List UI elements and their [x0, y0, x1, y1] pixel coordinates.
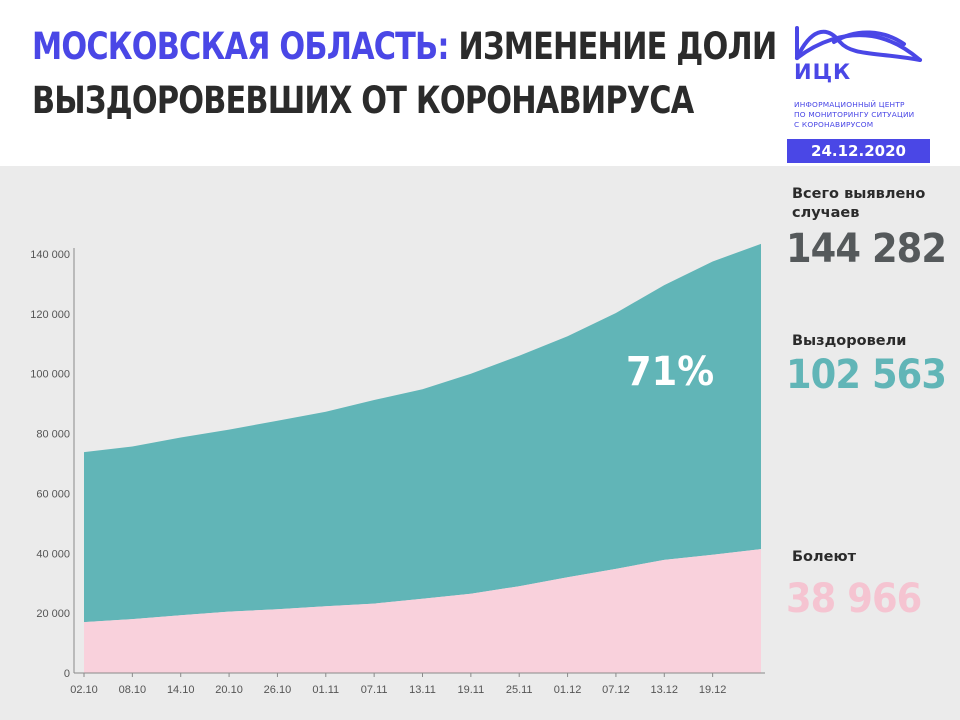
y-tick-label: 80 000 — [36, 429, 70, 441]
logo-line-3: С КОРОНАВИРУСОМ — [794, 120, 874, 129]
logo-line-2: ПО МОНИТОРИНГУ СИТУАЦИИ — [794, 110, 915, 119]
x-tick-label: 07.12 — [602, 684, 630, 696]
title-line-2: выздоровевших от коронавируса — [32, 79, 694, 122]
x-tick-label: 02.10 — [70, 684, 98, 696]
y-tick-label: 40 000 — [36, 548, 70, 560]
recovered-value: 102 563 — [786, 352, 947, 398]
x-tick-label: 01.11 — [312, 684, 339, 696]
x-tick-label: 25.11 — [506, 684, 533, 696]
area-chart: 0 20 000 40 000 60 000 80 000 100 000 120 000 1… — [30, 243, 765, 696]
y-tick-label: 60 000 — [36, 488, 70, 500]
recovered-percent-label: 71% — [626, 349, 715, 395]
y-tick-label: 100 000 — [30, 369, 70, 381]
x-tick-label: 07.11 — [361, 684, 388, 696]
y-tick-label: 0 — [64, 668, 70, 680]
logo-line-1: ИНФОРМАЦИОННЫЙ ЦЕНТР — [794, 100, 905, 109]
x-tick-label: 08.10 — [119, 684, 147, 696]
y-tick-label: 20 000 — [36, 608, 70, 620]
date-badge: 24.12.2020 — [787, 139, 930, 163]
total-cases-value: 144 282 — [786, 226, 947, 272]
series-area-recovered — [84, 243, 761, 623]
series-area-sick — [84, 549, 761, 673]
x-tick-label: 14.10 — [167, 684, 195, 696]
x-tick-label: 01.12 — [554, 684, 582, 696]
y-tick-label: 140 000 — [30, 249, 70, 261]
x-tick-label: 19.12 — [699, 684, 727, 696]
page-title: Московская область: изменение доли выздо… — [32, 20, 777, 128]
logo-name: ИЦК — [794, 60, 852, 84]
x-tick-label: 26.10 — [264, 684, 292, 696]
header: Московская область: изменение доли выздо… — [0, 0, 960, 166]
total-cases-label: Всего выявлено случаев — [792, 186, 926, 221]
title-region: Московская область: — [32, 25, 450, 68]
sick-label: Болеют — [792, 549, 856, 565]
chart-panel: 0 20 000 40 000 60 000 80 000 100 000 120 000 1… — [0, 166, 960, 720]
recovered-label: Выздоровели — [792, 333, 907, 349]
x-tick-label: 13.12 — [651, 684, 679, 696]
y-tick-label: 120 000 — [30, 309, 70, 321]
logo: ИЦК ИНФОРМАЦИОННЫЙ ЦЕНТР ПО МОНИТОРИНГУ … — [794, 22, 934, 134]
x-tick-label: 13.11 — [409, 684, 436, 696]
title-rest: изменение доли — [448, 25, 777, 68]
logo-mark-icon — [795, 26, 922, 62]
x-tick-label: 19.11 — [457, 684, 484, 696]
sick-value: 38 966 — [786, 576, 922, 622]
x-tick-label: 20.10 — [215, 684, 243, 696]
